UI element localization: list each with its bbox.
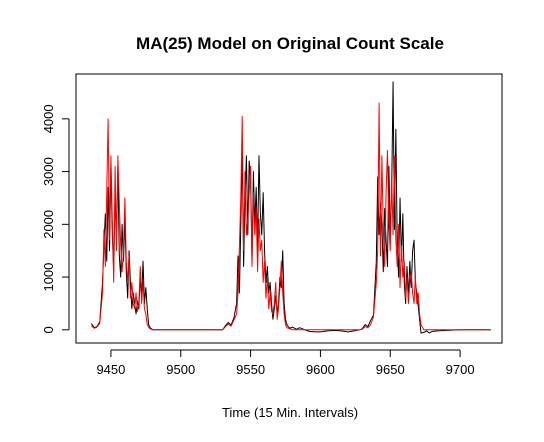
plot-area-border bbox=[75, 73, 503, 344]
y-tick-label: 4000 bbox=[41, 104, 56, 133]
x-axis-label: Time (15 Min. Intervals) bbox=[222, 405, 358, 420]
x-tick-label: 9500 bbox=[166, 362, 195, 377]
series-line-2 bbox=[91, 102, 491, 331]
x-tick-label: 9550 bbox=[236, 362, 265, 377]
x-tick-label: 9600 bbox=[306, 362, 335, 377]
x-tick-label: 9700 bbox=[446, 362, 475, 377]
y-tick-label: 3000 bbox=[41, 157, 56, 186]
y-tick-label: 1000 bbox=[41, 263, 56, 292]
x-tick-label: 9650 bbox=[376, 362, 405, 377]
x-axis: 9450 9500 9550 9600 9650 9700 bbox=[96, 349, 475, 377]
x-tick-label: 9450 bbox=[96, 362, 125, 377]
series-layer bbox=[90, 81, 491, 334]
y-tick-label: 2000 bbox=[41, 210, 56, 239]
y-tick-label: 0 bbox=[41, 326, 56, 333]
chart-title: MA(25) Model on Original Count Scale bbox=[136, 34, 444, 53]
y-axis: 0 1000 2000 3000 4000 bbox=[41, 104, 70, 333]
series-line-1 bbox=[90, 81, 491, 334]
